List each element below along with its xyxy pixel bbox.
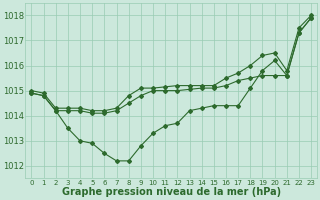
X-axis label: Graphe pression niveau de la mer (hPa): Graphe pression niveau de la mer (hPa) [62,187,281,197]
